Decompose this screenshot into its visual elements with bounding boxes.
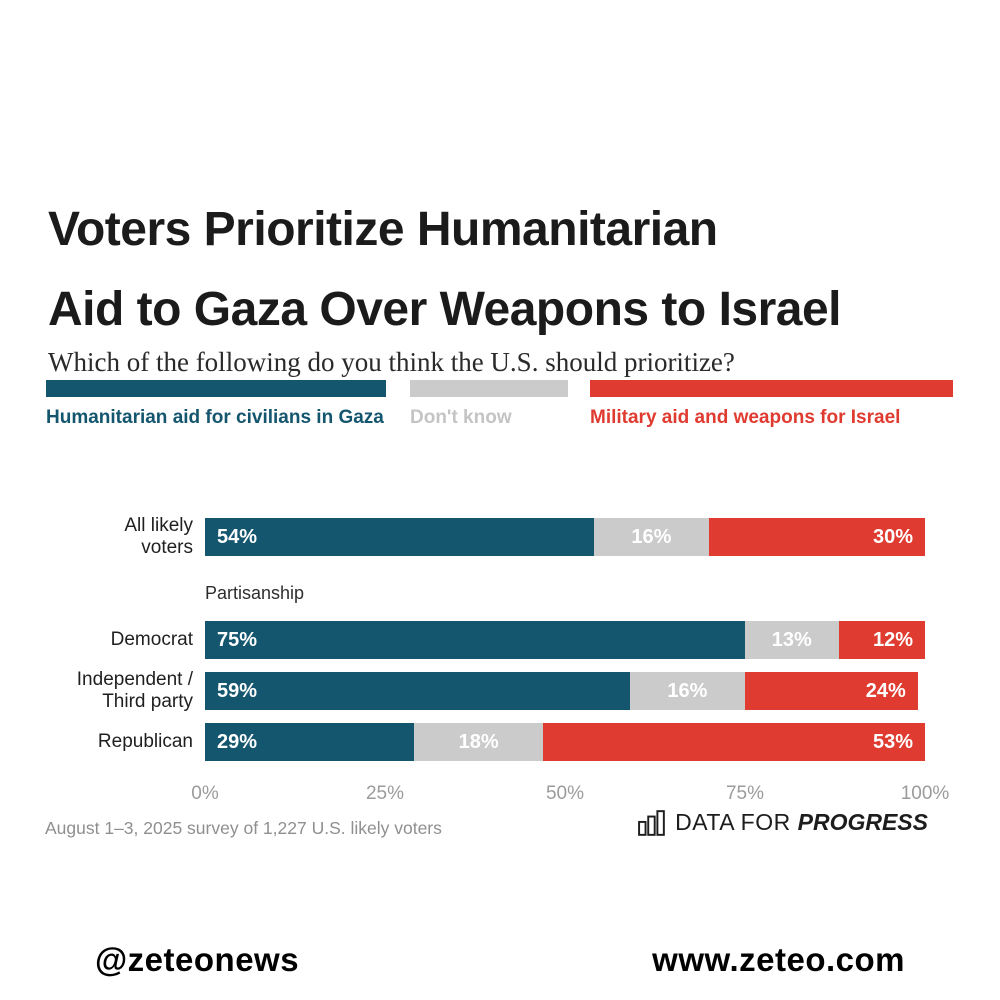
data-for-progress-wordmark: DATA FOR PROGRESS [675, 809, 928, 836]
legend-item-military-aid: Military aid and weapons for Israel [590, 380, 953, 432]
logo-prefix: DATA FOR [675, 809, 791, 835]
bar-segment: 30% [708, 518, 925, 556]
chart-title: Voters Prioritize Humanitarian Aid to Gaz… [48, 190, 958, 350]
legend-swatch-military-aid [590, 380, 953, 397]
bar-segment: 53% [543, 723, 925, 761]
x-axis-tick: 0% [191, 783, 219, 804]
x-axis-tick: 25% [365, 783, 405, 804]
bar-segment: 29% [205, 723, 414, 761]
bar-segment: 54% [205, 518, 594, 556]
bar-segment: 16% [593, 518, 709, 556]
row-label: All likely voters [124, 515, 193, 558]
bar-segment: 12% [838, 621, 925, 659]
x-axis: 0% 25% 50% 75% 100% [191, 783, 949, 809]
chart-subtitle: Which of the following do you think the … [48, 347, 735, 377]
bar-value-label: 53% [872, 730, 913, 753]
chart-row: Democrat 75% 13% 12% [45, 621, 928, 659]
bar-segment: 24% [744, 672, 918, 710]
bar-value-label: 16% [631, 525, 672, 548]
bar-value-label: 29% [217, 730, 258, 753]
row-label: Republican [97, 731, 193, 752]
chart-title-line1: Voters Prioritize Humanitarian [48, 203, 718, 257]
survey-note: August 1–3, 2025 survey of 1,227 U.S. li… [45, 818, 442, 838]
legend-swatch-dont-know [410, 380, 568, 397]
logo-suffix: PROGRESS [797, 809, 928, 835]
x-axis-tick: 75% [725, 783, 765, 804]
legend-swatch-humanitarian-aid [46, 380, 386, 397]
x-axis-tick: 50% [545, 783, 585, 804]
legend-item-humanitarian-aid: Humanitarian aid for civilians in Gaza [46, 380, 386, 432]
bar-value-label: 18% [458, 730, 499, 753]
bar-value-label: 16% [667, 679, 708, 702]
group-label-partisanship: Partisanship [205, 583, 305, 603]
bar-segment: 16% [629, 672, 745, 710]
bar-value-label: 12% [872, 628, 913, 651]
legend-label-military-aid: Military aid and weapons for Israel [590, 407, 901, 428]
bar-value-label: 54% [217, 525, 258, 548]
bar-track: 59% 16% 24% [205, 672, 925, 710]
x-axis-tick: 100% [900, 783, 950, 804]
row-label: Independent / Third party [76, 669, 193, 712]
bar-chart-icon [638, 809, 666, 836]
chart-rows: All likely voters 54% 16% 30% Partisanship De… [45, 515, 928, 761]
bar-segment: 75% [205, 621, 745, 659]
bar-value-label: 24% [865, 679, 906, 702]
website-url: www.zeteo.com [652, 941, 905, 978]
row-label: Democrat [110, 629, 193, 650]
bar-segment: 59% [205, 672, 630, 710]
data-for-progress-logo: DATA FOR PROGRESS [638, 809, 928, 836]
chart-row: Republican 29% 18% 53% [45, 723, 928, 761]
legend-item-dont-know: Don't know [410, 380, 568, 432]
bar-track: 54% 16% 30% [205, 518, 925, 556]
stacked-bar-chart: All likely voters 54% 16% 30% Partisanship De… [45, 515, 950, 809]
legend-label-humanitarian-aid: Humanitarian aid for civilians in Gaza [46, 407, 384, 428]
chart-row: Independent / Third party 59% 16% 24% [45, 669, 928, 713]
chart-title-line2: Aid to Gaza Over Weapons to Israel [48, 283, 842, 337]
bar-value-label: 75% [217, 628, 258, 651]
chart-row: All likely voters 54% 16% 30% [45, 515, 928, 559]
social-handle: @zeteonews [95, 941, 300, 978]
legend-label-dont-know: Don't know [410, 407, 512, 428]
bar-value-label: 30% [872, 525, 913, 548]
bar-value-label: 59% [217, 679, 258, 702]
bar-track: 75% 13% 12% [205, 621, 925, 659]
legend: Humanitarian aid for civilians in Gaza D… [46, 380, 954, 460]
bar-segment: 13% [745, 621, 839, 659]
bar-segment: 18% [413, 723, 544, 761]
bar-track: 29% 18% 53% [205, 723, 925, 761]
bar-value-label: 13% [771, 628, 812, 651]
